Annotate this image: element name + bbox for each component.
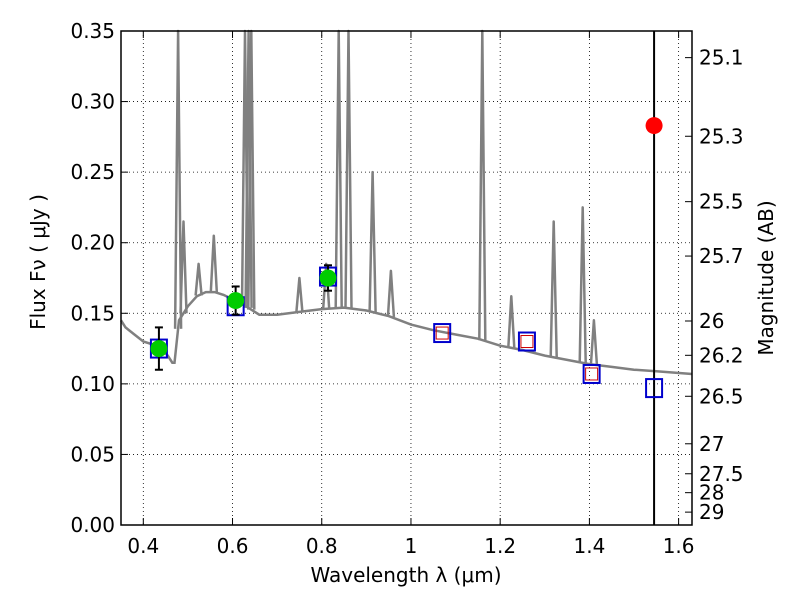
emission-line	[386, 269, 396, 318]
y-tick-label: 0.35	[70, 19, 115, 43]
photometry-markers	[149, 117, 664, 399]
y-tick-label: 0.20	[70, 231, 115, 255]
emission-line	[368, 170, 377, 313]
y-tick-label: 0.15	[70, 301, 115, 325]
y-tick-label: 0.30	[70, 90, 115, 114]
emission-line	[321, 262, 331, 309]
magnitude-tick-label: 25.3	[699, 124, 744, 148]
x-axis-title: Wavelength λ (μm)	[310, 563, 501, 587]
plot-frame	[120, 30, 693, 526]
emission-line	[209, 234, 219, 293]
spectrum-continuum	[119, 290, 693, 376]
x-tick-label: 1.6	[663, 534, 695, 558]
magnitude-tick-label: 26	[699, 309, 724, 333]
magnitude-tick-label: 25.5	[699, 190, 744, 214]
model-photometry-square	[517, 331, 536, 352]
x-axis-ticks: 0.4 0.6 0.8 1 1.2 1.4 1.6	[127, 31, 695, 558]
observed-photometry-point	[319, 269, 337, 287]
emission-line	[295, 276, 304, 313]
emission-line	[179, 220, 188, 314]
magnitude-tick-label: 29	[699, 500, 724, 524]
magnitude-tick-label: 26.5	[699, 384, 744, 408]
emission-line	[507, 295, 516, 348]
y-axis-ticks: 0.00 0.05 0.10 0.15 0.20 0.25 0.30 0.35	[70, 19, 128, 537]
y-axis-title: Flux Fν ( μJy )	[26, 194, 50, 330]
model-photometry-square	[645, 378, 664, 399]
y-tick-label: 0.10	[70, 372, 115, 396]
observed-photometry-point	[150, 340, 168, 358]
magnitude-tick-label: 25.7	[699, 244, 744, 268]
x-tick-label: 1.2	[484, 534, 516, 558]
magnitude-tick-label: 25.1	[699, 46, 744, 70]
magnitude-axis-title: Magnitude (AB)	[754, 200, 778, 355]
highlighted-flux-point	[645, 117, 663, 135]
model-photometry-square	[582, 363, 601, 384]
emission-line	[578, 206, 587, 363]
x-tick-label: 0.8	[306, 534, 338, 558]
magnitude-tick-label: 28	[699, 481, 724, 505]
observed-photometry-point	[227, 292, 245, 310]
magnitude-tick-label: 26.2	[699, 343, 744, 367]
plot-area	[121, 31, 692, 525]
x-tick-label: 1	[405, 534, 418, 558]
emission-line	[589, 319, 599, 365]
model-photometry-square	[433, 323, 452, 344]
x-tick-label: 0.4	[127, 534, 159, 558]
magnitude-tick-label: 27	[699, 432, 724, 456]
emission-line	[549, 220, 558, 358]
y-tick-label: 0.05	[70, 442, 115, 466]
x-tick-label: 1.4	[573, 534, 605, 558]
x-tick-label: 0.6	[217, 534, 249, 558]
synthetic-photometry-square	[585, 367, 599, 381]
synthetic-photometry-square	[435, 326, 449, 340]
y-tick-label: 0.25	[70, 160, 115, 184]
y-tick-label: 0.00	[70, 513, 115, 537]
synthetic-photometry-square	[520, 335, 534, 349]
emission-line	[194, 262, 203, 296]
magnitude-tick-label: 27.5	[699, 462, 744, 486]
